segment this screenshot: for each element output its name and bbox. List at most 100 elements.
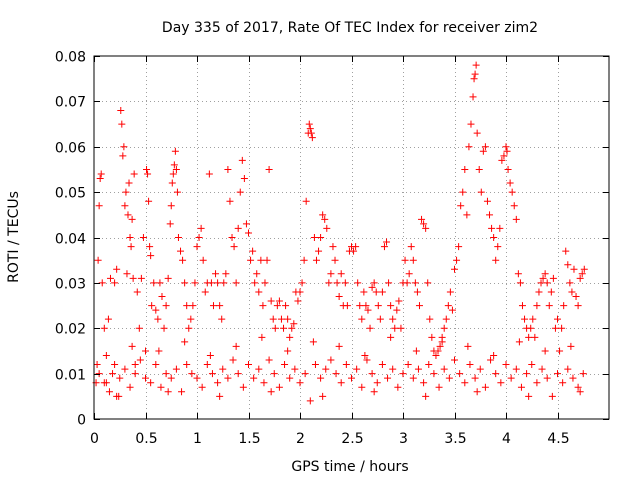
data-point — [393, 306, 401, 314]
data-point — [100, 379, 108, 387]
data-point — [503, 147, 511, 155]
data-point — [348, 374, 355, 382]
data-point — [96, 175, 104, 183]
data-point — [471, 374, 479, 382]
data-point — [129, 274, 137, 282]
data-point — [306, 397, 314, 405]
data-point — [378, 361, 386, 369]
data-point — [342, 361, 350, 369]
data-point — [488, 224, 496, 232]
data-point — [294, 297, 302, 305]
data-point — [533, 379, 541, 387]
data-point — [475, 165, 483, 173]
data-point — [97, 170, 105, 178]
data-point — [199, 256, 207, 264]
data-point — [551, 324, 559, 332]
data-point — [415, 302, 423, 310]
data-point — [568, 288, 576, 296]
data-point — [113, 265, 121, 273]
data-point — [486, 211, 494, 219]
data-point — [198, 383, 206, 391]
data-point — [327, 356, 335, 364]
data-point — [498, 156, 506, 164]
data-point — [352, 243, 360, 251]
data-point — [422, 392, 430, 400]
data-point — [158, 292, 166, 300]
data-point — [216, 392, 224, 400]
data-point — [413, 288, 421, 296]
data-point — [219, 365, 227, 373]
data-point — [296, 288, 304, 296]
data-point — [477, 188, 485, 196]
data-point — [296, 379, 304, 387]
data-point — [249, 247, 257, 255]
y-tick-label: 0.06 — [55, 141, 86, 157]
data-point — [492, 256, 500, 264]
data-point — [574, 383, 582, 391]
data-point — [378, 288, 386, 296]
data-point — [384, 374, 392, 382]
data-point — [156, 279, 164, 287]
data-point — [317, 234, 325, 241]
data-point — [510, 202, 518, 210]
data-point — [232, 279, 240, 287]
data-point — [205, 170, 213, 178]
data-point — [133, 288, 141, 296]
data-point — [373, 379, 381, 387]
data-point — [521, 315, 529, 323]
data-point — [574, 302, 582, 310]
data-point — [162, 302, 170, 310]
data-point — [275, 383, 283, 391]
y-tick-label: 0.02 — [55, 322, 86, 338]
x-tick-label: 0 — [90, 431, 99, 447]
data-point — [128, 342, 136, 350]
grid-lines — [94, 56, 609, 419]
data-point — [222, 270, 230, 278]
data-point — [424, 279, 432, 287]
data-point — [189, 302, 197, 310]
data-point — [214, 279, 222, 287]
data-point — [201, 288, 209, 296]
data-point — [135, 324, 143, 332]
data-point — [376, 315, 384, 323]
data-point — [383, 238, 391, 246]
data-point — [121, 365, 129, 373]
data-point — [358, 315, 366, 323]
data-point — [307, 129, 315, 137]
data-point — [139, 234, 147, 241]
data-point — [265, 165, 273, 173]
data-point — [137, 274, 145, 282]
data-point — [94, 256, 102, 264]
data-point — [397, 324, 405, 332]
data-point — [508, 188, 516, 196]
data-point — [569, 374, 577, 382]
data-point — [366, 324, 374, 332]
data-point — [302, 197, 310, 205]
data-point — [531, 333, 539, 341]
data-point — [185, 324, 193, 332]
data-point — [448, 306, 456, 314]
data-point — [109, 370, 117, 378]
data-point — [147, 379, 155, 387]
data-point — [229, 356, 237, 364]
data-point — [265, 356, 273, 364]
data-point — [169, 170, 177, 178]
data-point — [193, 374, 201, 382]
data-point — [556, 347, 564, 355]
data-point — [113, 392, 121, 400]
data-point — [286, 374, 294, 382]
data-point — [543, 279, 551, 287]
data-point — [284, 347, 292, 355]
data-point — [239, 383, 247, 391]
data-point — [370, 279, 378, 287]
data-point — [564, 261, 572, 269]
data-point — [263, 256, 271, 264]
data-point — [319, 392, 327, 400]
data-point — [270, 370, 278, 378]
x-axis-label: GPS time / hours — [291, 459, 408, 475]
data-point — [374, 302, 382, 310]
data-point — [232, 342, 240, 350]
data-point — [418, 215, 426, 223]
data-point — [230, 243, 238, 251]
data-point — [234, 370, 242, 378]
